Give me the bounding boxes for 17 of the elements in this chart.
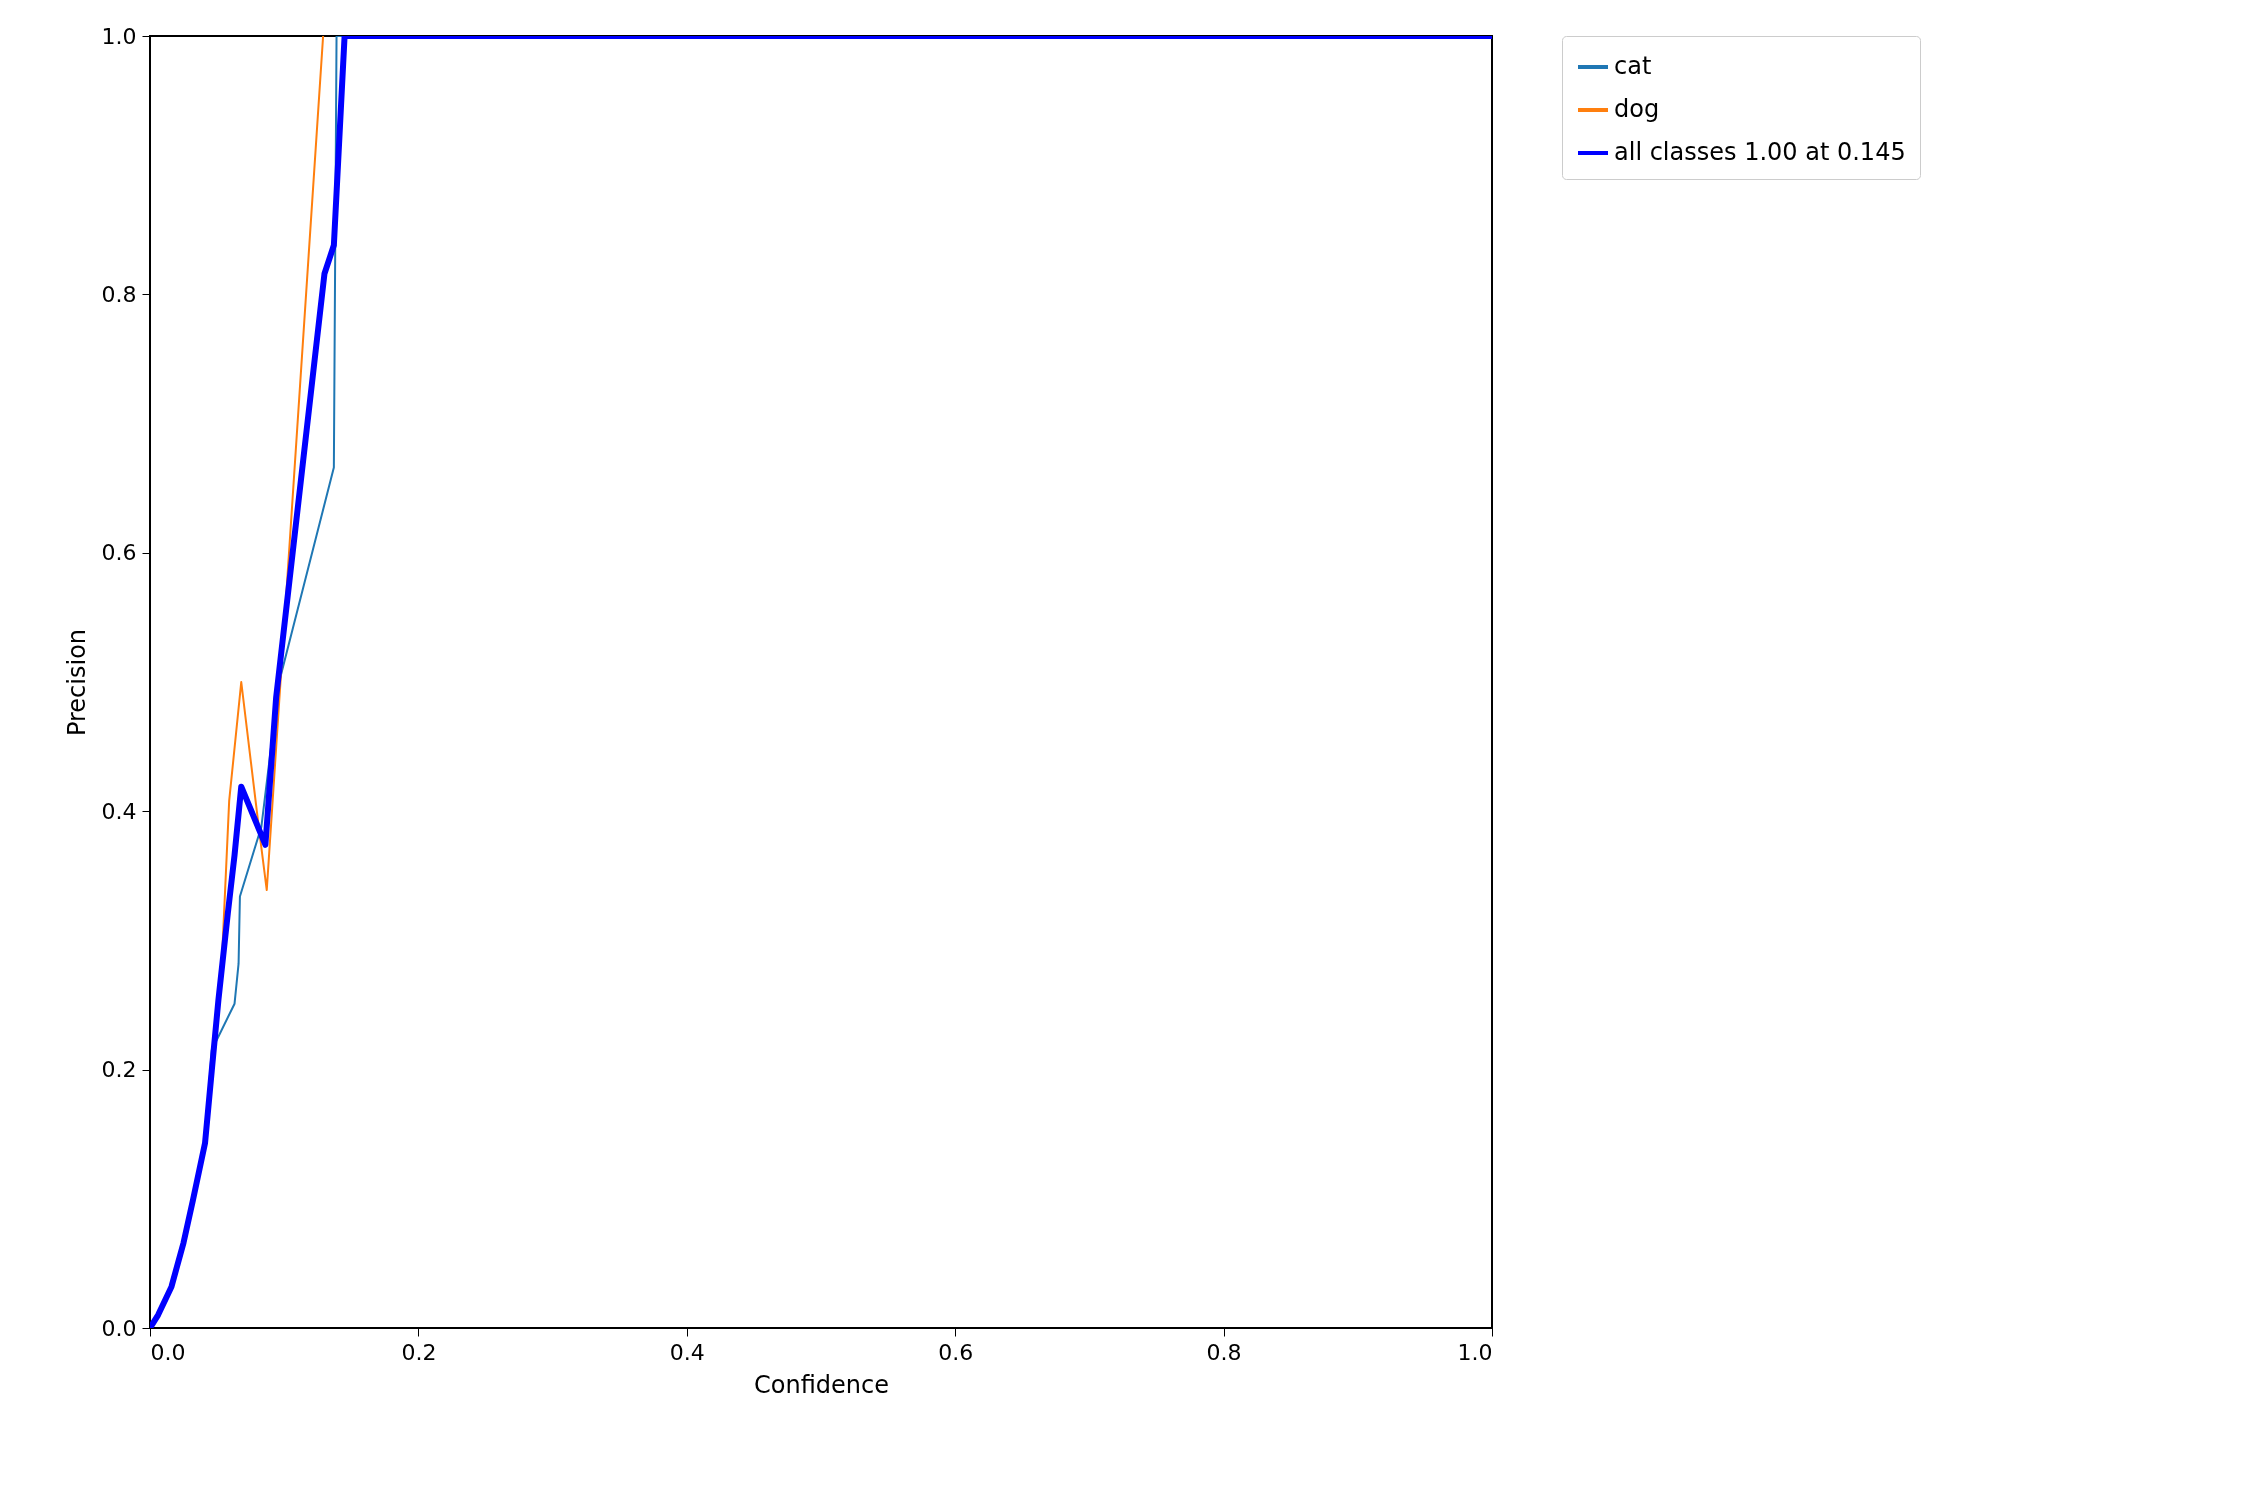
legend-label: all classes 1.00 at 0.145	[1614, 138, 1906, 166]
y-tick-label: 1.0	[101, 23, 137, 49]
x-tick-label: 0.0	[150, 1339, 186, 1365]
y-tick-label: 0.4	[101, 798, 137, 824]
x-tick-label: 0.2	[401, 1339, 437, 1365]
y-tick-label: 0.2	[101, 1057, 137, 1083]
x-tick-label: 0.4	[669, 1339, 705, 1365]
y-tick-label: 0.6	[101, 540, 137, 566]
legend-label: dog	[1614, 95, 1660, 123]
y-tick-label: 0.0	[101, 1315, 137, 1341]
x-tick-label: 0.8	[1206, 1339, 1242, 1365]
y-axis-title: Precision	[62, 628, 91, 737]
y-tick-label: 0.8	[101, 281, 137, 307]
x-axis-title: Confidence	[754, 1370, 889, 1399]
legend-label: cat	[1614, 52, 1652, 80]
x-tick-label: 0.6	[938, 1339, 974, 1365]
x-tick-label: 1.0	[1457, 1339, 1493, 1365]
